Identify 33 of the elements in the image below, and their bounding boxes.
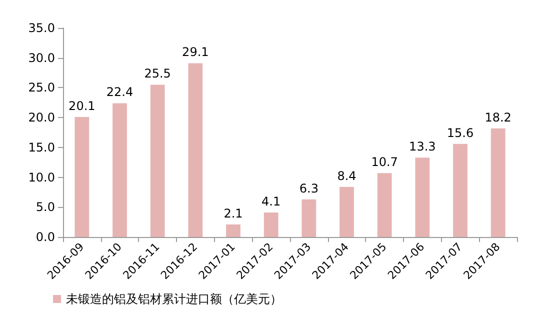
bar: [453, 144, 468, 237]
bar: [264, 212, 278, 237]
bar: [377, 173, 392, 237]
y-tick-label: 15.0: [28, 140, 55, 154]
data-label: 25.5: [144, 66, 171, 81]
data-label: 29.1: [182, 45, 209, 60]
y-tick-label: 35.0: [28, 21, 55, 35]
data-label: 6.3: [299, 181, 318, 196]
data-label: 10.7: [371, 155, 398, 170]
bar: [112, 103, 127, 237]
y-tick-label: 25.0: [28, 80, 55, 95]
data-label: 22.4: [106, 85, 134, 100]
bar: [150, 84, 165, 237]
bar: [302, 199, 316, 237]
y-tick-label: 5.0: [36, 200, 55, 214]
data-label: 13.3: [409, 140, 436, 154]
data-label: 8.4: [337, 168, 356, 183]
bar: [340, 186, 354, 237]
legend-label: 未锻造的铝及铝材累计进口额（亿美元）: [66, 292, 282, 306]
y-tick-label: 10.0: [28, 170, 55, 184]
data-label: 2.1: [224, 206, 243, 220]
bar: [226, 224, 240, 237]
y-tick-label: 20.0: [28, 110, 55, 125]
data-label: 18.2: [484, 110, 512, 124]
data-label: 15.6: [446, 126, 474, 140]
data-label: 4.1: [262, 194, 281, 209]
bar: [188, 63, 203, 237]
y-tick-label: 0.0: [36, 230, 55, 244]
bar: [415, 158, 430, 237]
bar: [74, 116, 90, 237]
y-tick-label: 30.0: [28, 50, 55, 65]
data-label: 20.1: [68, 98, 96, 113]
bar: [490, 128, 506, 237]
